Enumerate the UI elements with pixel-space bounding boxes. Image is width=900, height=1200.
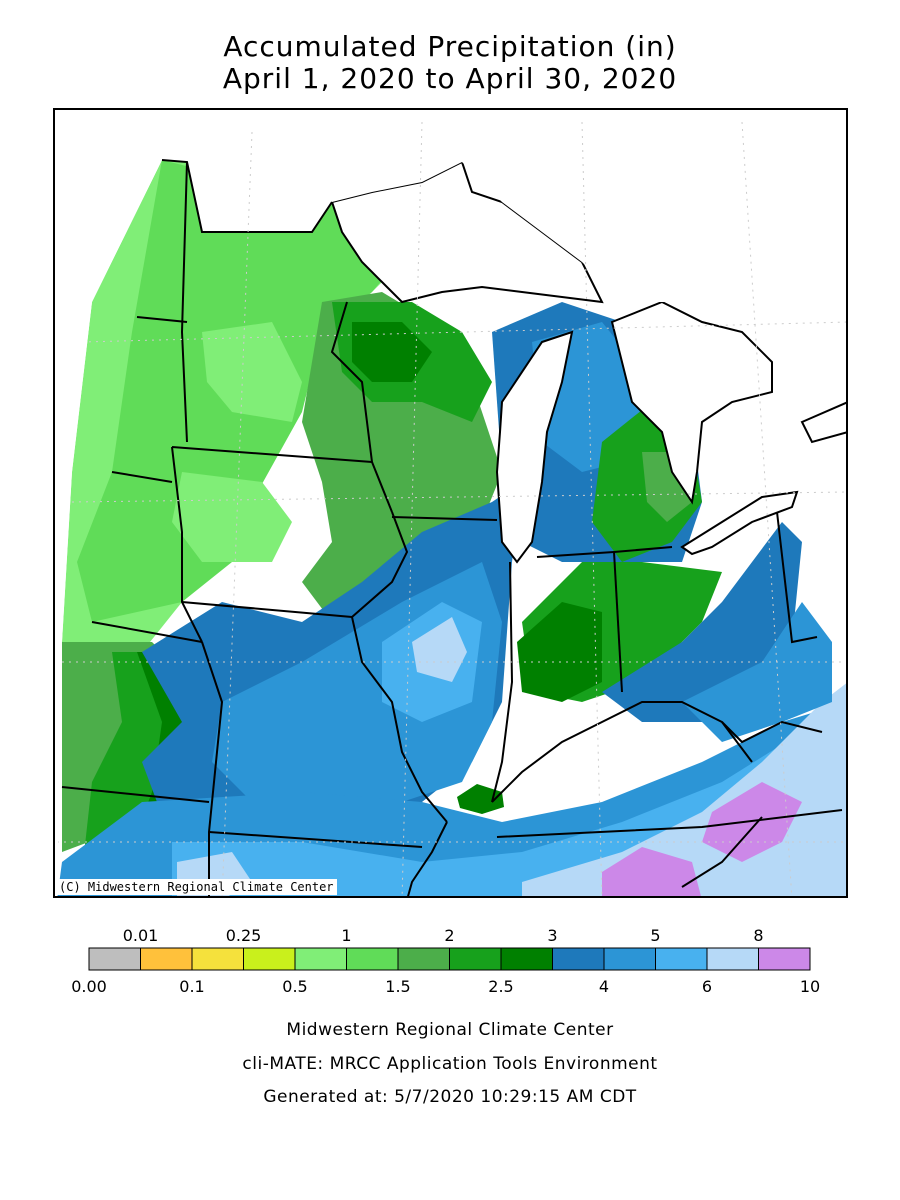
- legend-bin-9: [552, 947, 605, 971]
- lake-ontario-edge: [800, 401, 846, 444]
- legend-top-label: 5: [650, 926, 660, 945]
- legend-bin-3: [243, 947, 296, 971]
- legend-bottom-label: 1.5: [385, 977, 410, 996]
- border-wi-il: [391, 516, 498, 521]
- footer-generated: Generated at: 5/7/2020 10:29:15 AM CDT: [263, 1087, 637, 1107]
- border-nd-mn: [180, 161, 188, 443]
- domain-mask: [55, 110, 162, 896]
- legend-top-label: 2: [444, 926, 454, 945]
- color-legend: 0.01 0.25 1 2 3 5 8 0.00 0.1 0.5 1.5 2.5 4 6 10: [71, 926, 820, 996]
- lake-erie: [680, 490, 799, 556]
- precip-zone-10-tn: [602, 847, 701, 896]
- legend-top-label: 1: [341, 926, 351, 945]
- border-ia-il-river: [351, 511, 409, 618]
- copyright-label: (C) Midwestern Regional Climate Center: [56, 879, 337, 895]
- border-sd-ne: [111, 471, 173, 483]
- great-lakes: [55, 110, 846, 564]
- precip-zone-8-10-il: [412, 617, 467, 682]
- border-ky-va: [681, 816, 763, 888]
- map-title: Accumulated Precipitation (in): [223, 30, 677, 63]
- legend-bin-6: [397, 947, 450, 971]
- border-us-canada: [161, 159, 333, 233]
- legend-top-label: 0.25: [226, 926, 262, 945]
- border-ia-west: [171, 446, 203, 643]
- legend-bin-12: [706, 947, 759, 971]
- state-borders: [61, 159, 843, 896]
- legend-bottom-label: 0.00: [71, 977, 107, 996]
- legend-bin-4: [294, 947, 347, 971]
- legend-bottom-label: 4: [599, 977, 609, 996]
- lat-lon-grid: [57, 121, 846, 896]
- footer-tool: cli-MATE: MRCC Application Tools Environ…: [242, 1054, 658, 1074]
- legend-bin-8: [500, 947, 553, 971]
- border-in-oh: [613, 551, 623, 693]
- border-ohio-river: [491, 701, 753, 803]
- border-mo-south: [208, 831, 423, 848]
- legend-bin-1: [140, 947, 193, 971]
- canada-north: [55, 110, 846, 322]
- border-ia-mo: [181, 601, 353, 618]
- precip-zone-5-6-oh: [682, 602, 832, 742]
- footer-org: Midwestern Regional Climate Center: [286, 1020, 614, 1040]
- border-mn-wi: [330, 301, 393, 513]
- legend-top-labels: 0.01 0.25 1 2 3 5 8: [123, 926, 764, 945]
- legend-bottom-label: 6: [702, 977, 712, 996]
- border-ky-tn: [496, 809, 843, 838]
- border-mn-ia: [171, 446, 373, 463]
- legend-top-label: 3: [547, 926, 557, 945]
- legend-bin-10: [603, 947, 656, 971]
- border-il-in: [491, 561, 514, 803]
- legend-bin-2: [191, 947, 244, 971]
- legend-bins: [88, 947, 811, 971]
- precip-zone-3-4-il-spot: [457, 784, 504, 814]
- legend-bottom-label: 10: [800, 977, 820, 996]
- precip-zone-3-4-in: [517, 602, 602, 702]
- lake-michigan: [495, 330, 574, 564]
- legend-top-label: 0.01: [123, 926, 159, 945]
- legend-bin-0: [88, 947, 141, 971]
- legend-bottom-label: 0.5: [282, 977, 307, 996]
- border-il-mo-river: [351, 616, 448, 823]
- border-oh-east: [776, 511, 818, 644]
- border-mo-west: [201, 641, 224, 896]
- legend-bin-7: [449, 947, 502, 971]
- legend-bottom-label: 0.1: [179, 977, 204, 996]
- map-canvas: [55, 110, 846, 896]
- legend-bin-5: [346, 947, 399, 971]
- legend-bin-13: [758, 947, 811, 971]
- precip-zone-1-1.5-mn: [202, 322, 302, 422]
- legend-bottom-label: 2.5: [488, 977, 513, 996]
- map-date-range: April 1, 2020 to April 30, 2020: [222, 62, 678, 95]
- border-mississippi-south: [407, 821, 448, 896]
- precip-zone-3-4-wi: [352, 322, 432, 382]
- precip-zone-10-ky: [702, 782, 802, 862]
- border-ks-ne: [91, 621, 203, 643]
- legend-top-label: 8: [753, 926, 763, 945]
- border-sd-nd: [136, 316, 188, 323]
- border-mi-in-oh: [536, 546, 673, 558]
- legend-bottom-labels: 0.00 0.1 0.5 1.5 2.5 4 6 10: [71, 977, 820, 996]
- border-ks-ok: [61, 786, 210, 803]
- precip-zone-1-1.5-ia: [172, 472, 292, 562]
- precipitation-map: [53, 108, 848, 898]
- lake-huron: [610, 300, 773, 505]
- border-va-wv: [721, 720, 823, 744]
- legend-bin-11: [655, 947, 708, 971]
